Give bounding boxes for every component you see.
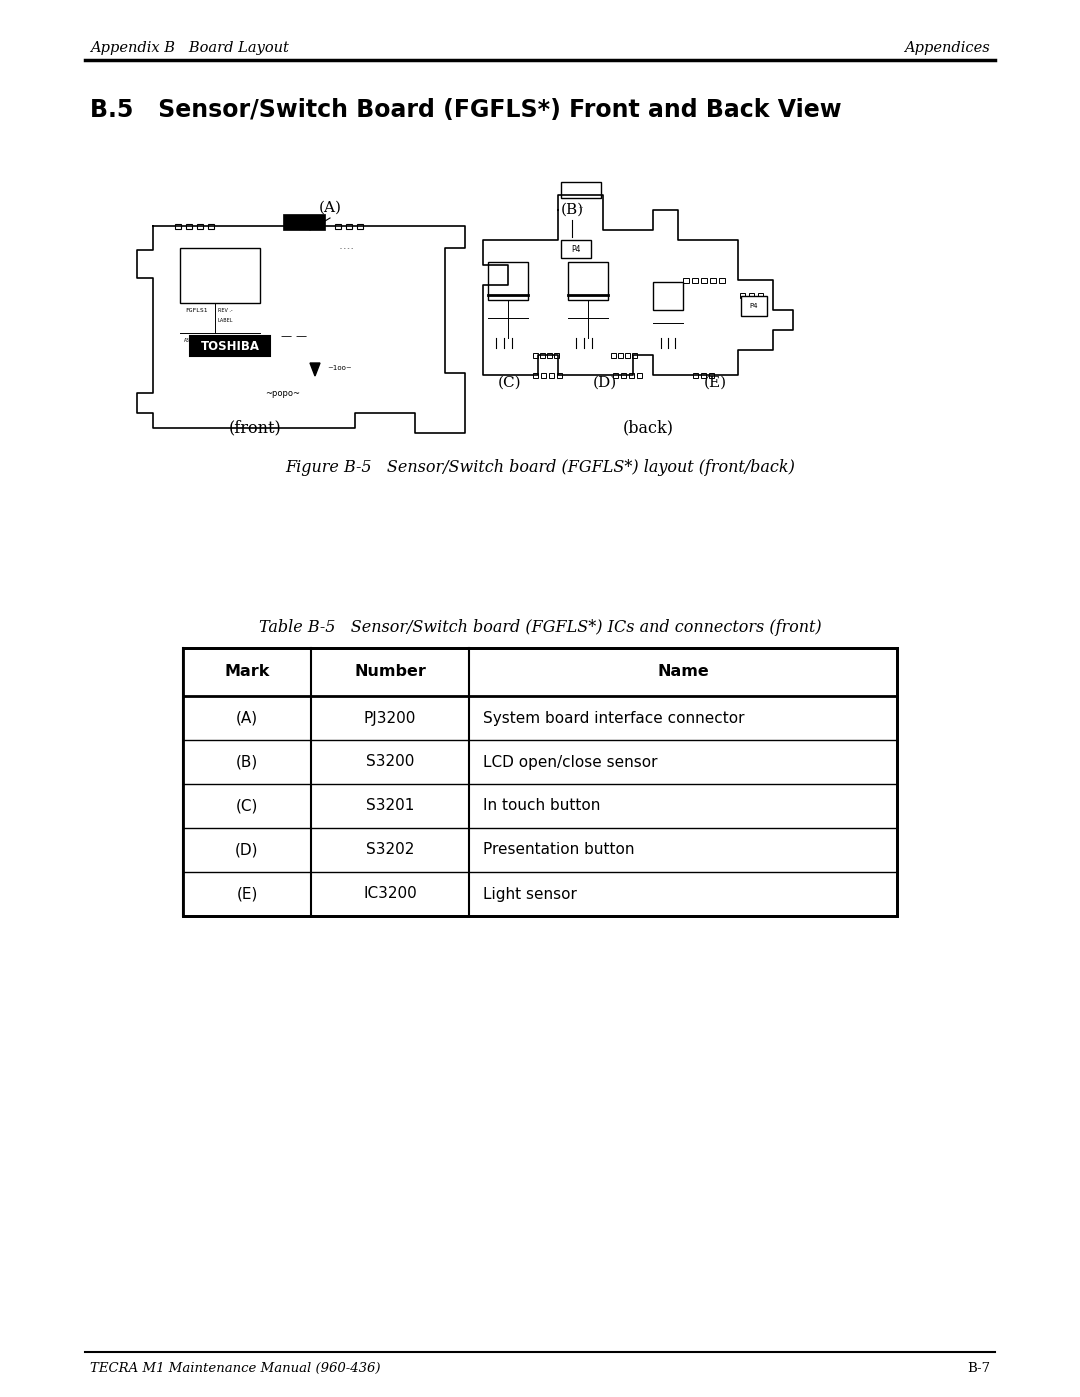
Bar [613, 373, 618, 379]
Bar [758, 293, 762, 298]
Bar [554, 353, 559, 358]
Text: Mark: Mark [225, 665, 270, 679]
Polygon shape [310, 363, 320, 376]
Bar [183, 648, 897, 916]
Bar [740, 293, 745, 298]
Bar [208, 224, 214, 229]
Text: Light sensor: Light sensor [483, 887, 577, 901]
Bar [683, 278, 689, 284]
Text: ...: ... [579, 204, 583, 208]
Bar [719, 278, 725, 284]
Bar [568, 263, 608, 300]
Text: System board interface connector: System board interface connector [483, 711, 744, 725]
Bar [618, 353, 623, 358]
Bar [541, 373, 546, 379]
Bar [534, 373, 538, 379]
Bar [488, 263, 528, 300]
Bar [283, 214, 325, 231]
Text: S3200: S3200 [366, 754, 415, 770]
Bar [546, 353, 552, 358]
Bar [701, 373, 706, 379]
Bar [629, 373, 634, 379]
Text: P4: P4 [571, 244, 581, 253]
Text: B-7: B-7 [967, 1362, 990, 1375]
Text: A: A [246, 337, 248, 341]
Bar [621, 373, 626, 379]
Text: S3202: S3202 [366, 842, 415, 858]
Text: - - - -: - - - - [340, 246, 353, 250]
Bar [335, 224, 341, 229]
Bar [346, 224, 352, 229]
Bar [611, 353, 616, 358]
Text: ~popo~: ~popo~ [265, 388, 300, 398]
Text: REV .-: REV .- [218, 307, 232, 313]
Text: —: — [295, 331, 306, 341]
Bar [692, 278, 698, 284]
Text: IC3200: IC3200 [363, 887, 417, 901]
Text: (back): (back) [622, 419, 674, 436]
Bar [653, 282, 683, 310]
Bar [637, 373, 642, 379]
Bar [186, 224, 192, 229]
Bar [625, 353, 630, 358]
Text: In touch button: In touch button [483, 799, 600, 813]
Text: Name: Name [657, 665, 708, 679]
Bar [701, 278, 707, 284]
Bar [534, 353, 538, 358]
Bar [540, 353, 545, 358]
Bar [708, 373, 714, 379]
Text: (A): (A) [235, 711, 258, 725]
Text: LABEL: LABEL [218, 319, 233, 324]
Text: Figure B-5   Sensor/Switch board (FGFLS*) layout (front/back): Figure B-5 Sensor/Switch board (FGFLS*) … [285, 458, 795, 475]
Text: TECRA M1 Maintenance Manual (960-436): TECRA M1 Maintenance Manual (960-436) [90, 1362, 380, 1375]
Text: —: — [280, 331, 292, 341]
Bar [549, 373, 554, 379]
Text: ~1oo~: ~1oo~ [327, 365, 352, 372]
Text: LCD open/close sensor: LCD open/close sensor [483, 754, 658, 770]
Bar [357, 224, 363, 229]
Text: Appendices: Appendices [904, 41, 990, 54]
Bar [175, 224, 181, 229]
Text: (B): (B) [561, 203, 583, 217]
Text: (D): (D) [235, 842, 259, 858]
Text: FGFLS1: FGFLS1 [185, 307, 207, 313]
Bar [693, 373, 698, 379]
Text: (A): (A) [319, 201, 341, 215]
Text: TOSHIBA: TOSHIBA [201, 339, 259, 352]
Text: Table B-5   Sensor/Switch board (FGFLS*) ICs and connectors (front): Table B-5 Sensor/Switch board (FGFLS*) I… [259, 619, 821, 637]
Bar [710, 278, 716, 284]
Text: (E): (E) [237, 887, 258, 901]
Bar [197, 224, 203, 229]
Text: Number: Number [354, 665, 426, 679]
Text: (D): (D) [593, 376, 617, 390]
Text: S3201: S3201 [366, 799, 415, 813]
Text: (C): (C) [498, 376, 522, 390]
Text: Presentation button: Presentation button [483, 842, 635, 858]
Bar [190, 337, 270, 356]
Bar [561, 240, 591, 258]
Text: (front): (front) [229, 419, 282, 436]
Bar [750, 293, 754, 298]
Text: (E): (E) [703, 376, 727, 390]
Bar [561, 182, 600, 198]
Text: (B): (B) [235, 754, 258, 770]
Bar [557, 373, 562, 379]
Text: A3A000421810: A3A000421810 [184, 338, 218, 344]
Text: (C): (C) [235, 799, 258, 813]
Text: B.5   Sensor/Switch Board (FGFLS*) Front and Back View: B.5 Sensor/Switch Board (FGFLS*) Front a… [90, 98, 841, 122]
Text: P4: P4 [750, 303, 758, 309]
Bar [741, 296, 767, 316]
Text: Appendix B   Board Layout: Appendix B Board Layout [90, 41, 288, 54]
Bar [180, 249, 260, 303]
Text: PJ3200: PJ3200 [364, 711, 416, 725]
Bar [243, 335, 252, 344]
Bar [632, 353, 637, 358]
